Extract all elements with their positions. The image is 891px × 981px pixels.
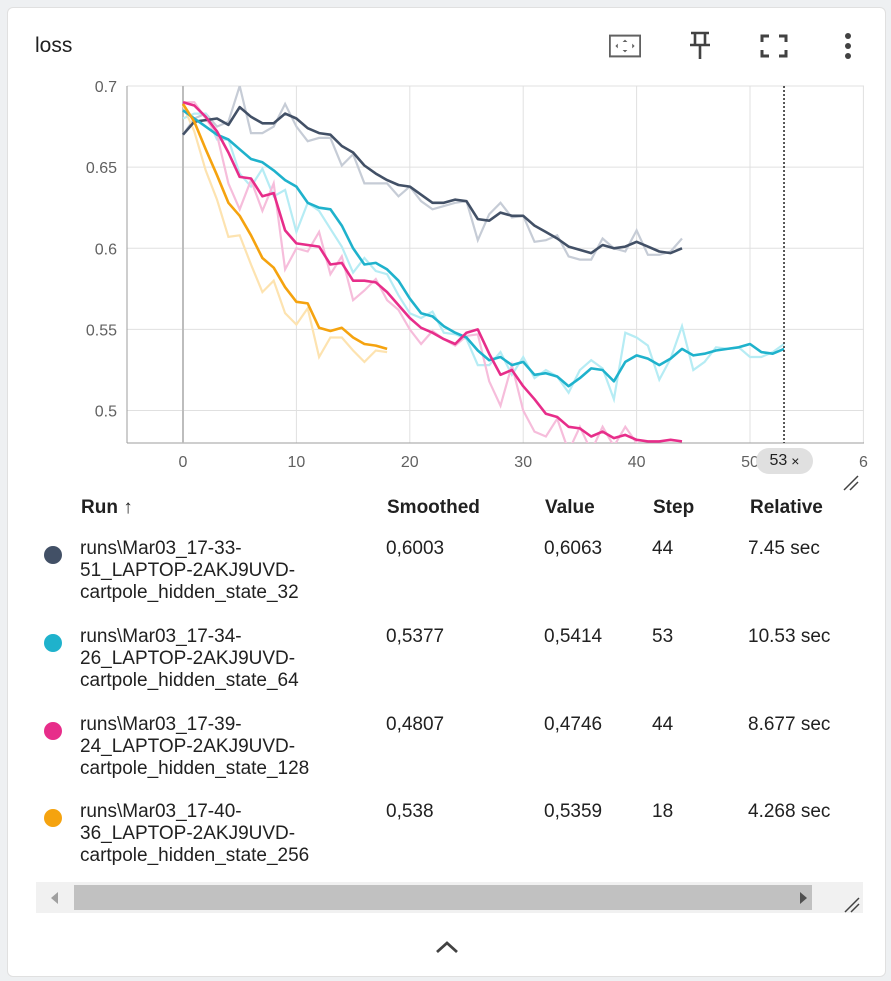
- raw-value: 0,6063: [544, 538, 603, 559]
- series-smoothed-line[interactable]: [181, 103, 388, 351]
- series-smoothed-line[interactable]: [182, 105, 683, 255]
- series-raw-line: [182, 86, 683, 261]
- run-name: runs\Mar03_17-34- 26_LAPTOP-2AKJ9UVD- ca…: [80, 626, 299, 691]
- chevron-up-icon: [436, 941, 458, 954]
- x-tick-label: 20: [401, 454, 419, 471]
- run-name: runs\Mar03_17-39- 24_LAPTOP-2AKJ9UVD- ca…: [80, 714, 310, 779]
- relative-time: 8.677 sec: [748, 714, 831, 735]
- y-tick-label: 0.55: [86, 322, 117, 339]
- arrow-left-icon: [51, 891, 58, 904]
- more-options-button[interactable]: [832, 30, 864, 62]
- x-tick-label: 40: [628, 454, 646, 471]
- table-row: runs\Mar03_17-33- 51_LAPTOP-2AKJ9UVD- ca…: [40, 538, 870, 624]
- line-chart[interactable]: 0.5 0.55 0.6 0.65 0.7 0 10 20 30 40 50 6: [0, 0, 891, 500]
- close-icon[interactable]: ×: [791, 453, 800, 469]
- run-color-swatch: [44, 634, 62, 652]
- scroll-thumb[interactable]: [74, 885, 812, 910]
- resize-handle-icon[interactable]: [843, 896, 861, 914]
- run-name: runs\Mar03_17-33- 51_LAPTOP-2AKJ9UVD- ca…: [80, 538, 299, 603]
- col-header-value[interactable]: Value: [545, 497, 595, 518]
- y-tick-label: 0.65: [86, 160, 117, 177]
- step-value: 44: [652, 714, 674, 735]
- run-color-swatch: [44, 546, 62, 564]
- pin-icon: [690, 31, 710, 59]
- col-header-step[interactable]: Step: [653, 497, 695, 518]
- table-row: runs\Mar03_17-40- 36_LAPTOP-2AKJ9UVD- ca…: [40, 801, 870, 887]
- smoothed-value: 0,5377: [386, 626, 445, 647]
- fullscreen-icon: [760, 34, 788, 58]
- collapse-table-button[interactable]: [432, 932, 462, 962]
- series-raw-line: [181, 105, 388, 364]
- run-name: runs\Mar03_17-40- 36_LAPTOP-2AKJ9UVD- ca…: [80, 801, 310, 866]
- table-row: runs\Mar03_17-34- 26_LAPTOP-2AKJ9UVD- ca…: [40, 626, 870, 712]
- series-raw-line: [182, 112, 785, 404]
- run-color-swatch: [44, 722, 62, 740]
- x-tick-label: 0: [179, 454, 188, 471]
- scroll-right-button[interactable]: [786, 882, 822, 913]
- chart-svg[interactable]: 0.5 0.55 0.6 0.65 0.7 0 10 20 30 40 50 6: [0, 0, 891, 500]
- step-value: 44: [652, 538, 674, 559]
- fit-domain-icon: [609, 34, 641, 58]
- card-title: loss: [35, 34, 73, 57]
- x-tick-label: 10: [288, 454, 306, 471]
- raw-value: 0,5414: [544, 626, 603, 647]
- table-row: runs\Mar03_17-39- 24_LAPTOP-2AKJ9UVD- ca…: [40, 714, 870, 800]
- scroll-left-button[interactable]: [36, 882, 72, 913]
- smoothed-value: 0,538: [386, 801, 434, 822]
- relative-time: 7.45 sec: [748, 538, 820, 559]
- scalar-card: [7, 7, 886, 977]
- relative-time: 10.53 sec: [748, 626, 831, 647]
- series-raw-line: [183, 101, 639, 443]
- y-tick-label: 0.6: [95, 241, 117, 258]
- x-tick-label: 50: [741, 454, 759, 471]
- col-header-smoothed[interactable]: Smoothed: [387, 497, 480, 518]
- horizontal-scrollbar[interactable]: [36, 882, 863, 913]
- fullscreen-button[interactable]: [758, 30, 790, 62]
- series-smoothed-line[interactable]: [182, 109, 785, 388]
- raw-value: 0,4746: [544, 714, 603, 735]
- step-marker-chip[interactable]: 53 ×: [756, 448, 813, 474]
- y-tick-label: 0.5: [95, 404, 117, 421]
- x-tick-label: 30: [514, 454, 532, 471]
- smoothed-value: 0,6003: [386, 538, 445, 559]
- run-color-swatch: [44, 809, 62, 827]
- arrow-right-icon: [800, 891, 807, 904]
- series-smoothed-line[interactable]: [182, 100, 683, 443]
- resize-handle-icon[interactable]: [842, 474, 860, 492]
- more-vert-icon: [845, 33, 851, 59]
- x-tick-label: 6: [859, 454, 868, 471]
- raw-value: 0,5359: [544, 801, 603, 822]
- col-header-relative[interactable]: Relative: [750, 497, 823, 518]
- col-header-run[interactable]: Run ↑: [81, 497, 133, 518]
- y-tick-label: 0.7: [95, 79, 117, 96]
- step-value: 53: [652, 626, 674, 647]
- step-marker-label: 53: [769, 452, 788, 469]
- fit-domain-button[interactable]: [609, 30, 641, 62]
- relative-time: 4.268 sec: [748, 801, 831, 822]
- step-value: 18: [652, 801, 674, 822]
- pin-button[interactable]: [684, 30, 716, 62]
- smoothed-value: 0,4807: [386, 714, 445, 735]
